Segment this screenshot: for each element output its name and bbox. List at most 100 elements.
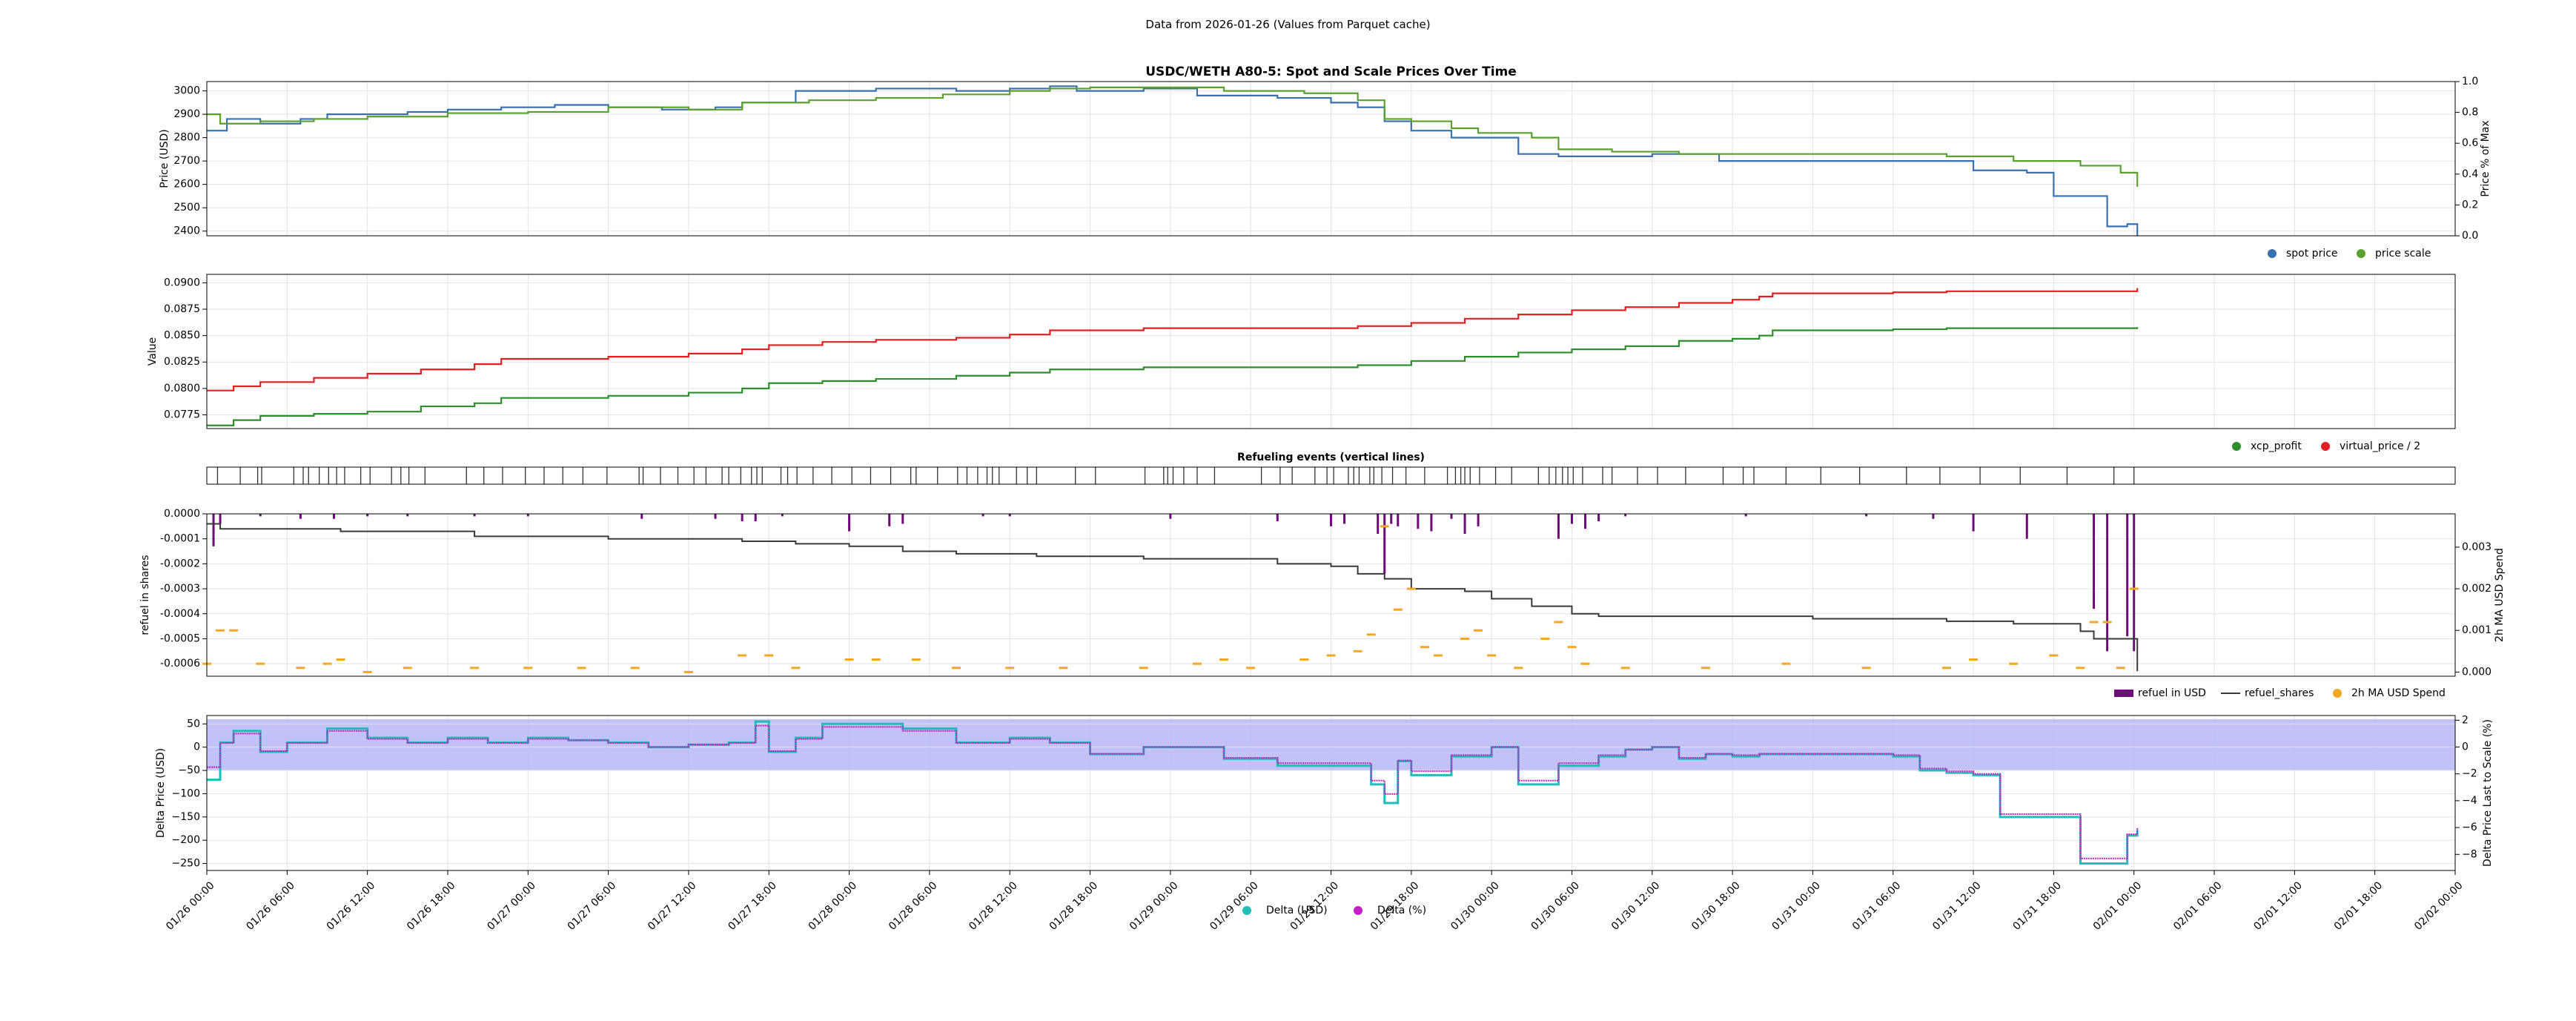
time-xtick-label: 01/28 18:00 — [1047, 879, 1101, 933]
delta-legend-swatch — [1242, 906, 1251, 915]
prices-title: USDC/WETH A80-5: Spot and Scale Prices O… — [1145, 65, 1517, 79]
refuel-usd-bar — [1008, 514, 1011, 517]
refuel-usd-bar — [2133, 514, 2136, 652]
delta-ytick-label: 0 — [193, 741, 200, 753]
value-ytick-label: 0.0825 — [164, 356, 200, 368]
value-ytick-label: 0.0875 — [164, 303, 200, 315]
prices-ylabel: Price (USD) — [159, 129, 170, 188]
refuel-usd-bar — [1597, 514, 1600, 522]
ma-usd-spend-point — [577, 667, 586, 670]
ma-usd-spend-point — [1393, 608, 1403, 611]
ma-usd-spend-point — [1474, 629, 1483, 632]
ma-usd-spend-point — [1514, 667, 1523, 670]
refuel-ytick-label: 0.0000 — [164, 508, 200, 520]
refuel-y2tick-label: 0.003 — [2462, 541, 2491, 553]
value-series-xcp-profit — [207, 327, 2139, 426]
ma-usd-spend-point — [1420, 646, 1429, 649]
ma-usd-spend-point — [336, 658, 345, 661]
ma-usd-spend-point — [2129, 587, 2139, 590]
ma-usd-spend-point — [1380, 525, 1389, 528]
refuel-y2label: 2h MA USD Spend — [2494, 548, 2506, 642]
ma-usd-spend-point — [362, 670, 372, 673]
delta-y2label: Delta Price Last to Scale (%) — [2482, 719, 2494, 867]
delta-y2tick-label: 2 — [2462, 714, 2469, 726]
refuel-usd-bar — [1477, 514, 1480, 526]
refuel-legend-swatch — [2114, 690, 2133, 697]
ma-usd-spend-point — [871, 658, 881, 661]
prices-ytick-label: 2500 — [173, 202, 200, 214]
value-series-virtual-price-2 — [207, 288, 2139, 391]
time-xtick-label: 01/26 00:00 — [164, 879, 217, 933]
refuel-usd-bar — [640, 514, 643, 519]
refuel-ytick-label: -0.0004 — [160, 608, 200, 620]
ma-usd-spend-point — [1567, 646, 1577, 649]
prices-axes — [206, 81, 2456, 237]
ma-usd-spend-point — [229, 629, 239, 632]
delta-legend-swatch — [1354, 906, 1363, 915]
time-xtick-label: 01/27 12:00 — [646, 879, 699, 933]
refuel-ylabel: refuel in shares — [139, 555, 151, 635]
refuel-axes — [206, 513, 2456, 677]
time-xtick-label: 01/26 18:00 — [405, 879, 458, 933]
prices-legend-label: price scale — [2375, 248, 2431, 260]
time-xtick-label: 01/27 00:00 — [485, 879, 538, 933]
refuel-usd-bar — [848, 514, 851, 532]
refuel-ytick-label: -0.0005 — [160, 632, 200, 644]
ma-usd-spend-point — [1433, 654, 1443, 657]
ma-usd-spend-point — [1941, 667, 1951, 670]
ma-usd-spend-point — [791, 667, 801, 670]
delta-legend-label: Delta (USD) — [1266, 905, 1328, 916]
ma-usd-spend-point — [1192, 662, 1202, 665]
time-xtick-label: 02/02 00:00 — [2412, 879, 2466, 933]
ma-usd-spend-point — [764, 654, 774, 657]
prices-legend-swatch — [2357, 249, 2365, 258]
delta-y2tick-label: −6 — [2462, 822, 2477, 833]
ma-usd-spend-point — [2009, 662, 2019, 665]
ma-usd-spend-point — [470, 667, 480, 670]
ma-usd-spend-point — [844, 658, 854, 661]
refuel-usd-bar — [1169, 514, 1172, 519]
time-xtick-label: 01/30 00:00 — [1448, 879, 1502, 933]
delta-ytick-label: −50 — [178, 764, 200, 776]
refuel-usd-bar — [2126, 514, 2129, 637]
ma-usd-spend-point — [1246, 667, 1256, 670]
value-ylabel: Value — [147, 337, 159, 366]
prices-legend-swatch — [2268, 249, 2277, 258]
value-legend-swatch — [2321, 442, 2330, 451]
ma-usd-spend-point — [1554, 621, 1563, 624]
prices-y2tick-label: 1.0 — [2462, 76, 2478, 87]
ma-usd-spend-point — [2102, 621, 2112, 624]
delta-ylabel: Delta Price (USD) — [155, 748, 167, 838]
ma-usd-spend-point — [1326, 654, 1336, 657]
ma-usd-spend-point — [630, 667, 640, 670]
refuel-usd-bar — [406, 514, 409, 517]
ma-usd-spend-point — [2076, 667, 2085, 670]
refuel-events-axes — [206, 466, 2456, 485]
value-ytick-label: 0.0900 — [164, 277, 200, 288]
refuel-usd-bar — [1343, 514, 1346, 524]
refuel-usd-bar — [781, 514, 784, 517]
refuel-usd-bar — [1463, 514, 1466, 534]
value-legend-swatch — [2232, 442, 2241, 451]
ma-usd-spend-point — [738, 654, 747, 657]
time-xtick-label: 01/31 18:00 — [2010, 879, 2064, 933]
prices-ytick-label: 2700 — [173, 155, 200, 167]
ma-usd-spend-point — [1460, 637, 1470, 640]
ma-usd-spend-point — [2116, 667, 2125, 670]
refuel-legend-label: refuel in USD — [2138, 687, 2206, 699]
refuel-usd-bar — [981, 514, 984, 517]
refuel-usd-bar — [1932, 514, 1935, 519]
refuel-usd-bar — [219, 514, 222, 524]
ma-usd-spend-point — [1219, 658, 1229, 661]
prices-y2label: Price % of Max — [2480, 120, 2491, 196]
refuel-usd-bar — [212, 514, 215, 546]
refuel-legend-label: refuel_shares — [2245, 687, 2314, 699]
time-xtick-label: 02/01 00:00 — [2091, 879, 2145, 933]
ma-usd-spend-point — [2089, 621, 2099, 624]
refuel-usd-bar — [1744, 514, 1747, 517]
value-ytick-label: 0.0775 — [164, 409, 200, 420]
ma-usd-spend-point — [2049, 654, 2059, 657]
delta-ytick-label: −250 — [172, 858, 200, 870]
time-xtick-label: 01/27 18:00 — [726, 879, 779, 933]
